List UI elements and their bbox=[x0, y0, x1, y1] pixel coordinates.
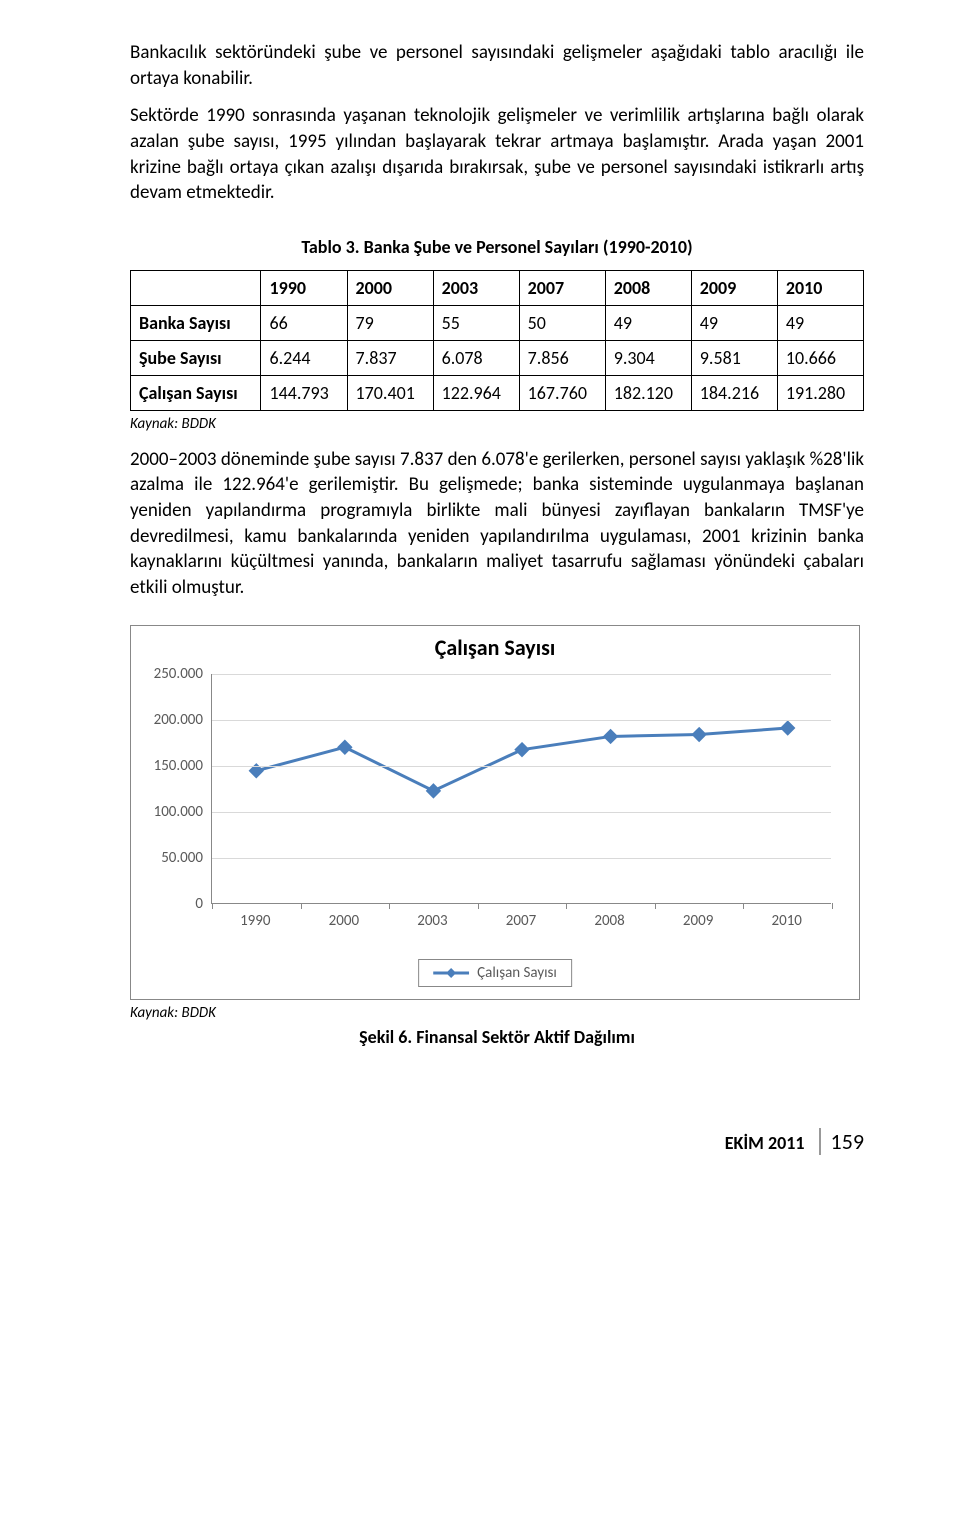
chart-container: Çalışan Sayısı Çalışan Sayısı 0 50.000 100… bbox=[130, 625, 860, 1000]
chart-x-label: 2003 bbox=[417, 912, 447, 930]
table-cell: 191.280 bbox=[777, 375, 863, 410]
table-cell: 50 bbox=[519, 305, 605, 340]
table-cell: 7.856 bbox=[519, 340, 605, 375]
chart-x-label: 1990 bbox=[240, 912, 270, 930]
footer-page-number: 159 bbox=[819, 1128, 864, 1155]
chart-x-label: 2000 bbox=[329, 912, 359, 930]
chart-data-marker bbox=[692, 727, 706, 741]
table-cell: 49 bbox=[777, 305, 863, 340]
chart-gridline bbox=[212, 766, 831, 767]
chart-data-marker bbox=[781, 721, 795, 735]
chart-y-label: 200.000 bbox=[139, 711, 203, 729]
table-cell: 144.793 bbox=[261, 375, 347, 410]
chart-x-tick bbox=[478, 903, 479, 909]
table-header-cell: 2007 bbox=[519, 270, 605, 305]
chart-plot-area bbox=[211, 674, 831, 904]
chart-source: Kaynak: BDDK bbox=[130, 1004, 864, 1022]
page-footer: EKİM 2011 159 bbox=[130, 1128, 864, 1155]
chart-series-line bbox=[256, 728, 787, 791]
chart-x-label: 2007 bbox=[506, 912, 536, 930]
legend-label: Çalışan Sayısı bbox=[477, 964, 557, 982]
chart-x-tick bbox=[743, 903, 744, 909]
table-cell: 6.244 bbox=[261, 340, 347, 375]
table-cell: 10.666 bbox=[777, 340, 863, 375]
table-cell: 9.304 bbox=[605, 340, 691, 375]
legend-marker-icon bbox=[433, 967, 469, 979]
chart-line-svg bbox=[212, 674, 832, 904]
table-header-cell: 1990 bbox=[261, 270, 347, 305]
table-header-cell: 2010 bbox=[777, 270, 863, 305]
table-source: Kaynak: BDDK bbox=[130, 415, 864, 433]
table-cell: 167.760 bbox=[519, 375, 605, 410]
table-cell: 55 bbox=[433, 305, 519, 340]
chart-x-tick bbox=[832, 903, 833, 909]
page-container: Bankacılık sektöründeki şube ve personel… bbox=[0, 0, 960, 1185]
chart-x-label: 2010 bbox=[771, 912, 801, 930]
chart-gridline bbox=[212, 674, 831, 675]
chart-x-label: 2009 bbox=[683, 912, 713, 930]
table-cell: 184.216 bbox=[691, 375, 777, 410]
chart-data-marker bbox=[515, 742, 529, 756]
table-cell: 66 bbox=[261, 305, 347, 340]
row-label: Çalışan Sayısı bbox=[131, 375, 261, 410]
paragraph-2: Sektörde 1990 sonrasında yaşanan teknolo… bbox=[130, 103, 864, 206]
table-header-cell bbox=[131, 270, 261, 305]
table-cell: 170.401 bbox=[347, 375, 433, 410]
table-cell: 49 bbox=[691, 305, 777, 340]
paragraph-1: Bankacılık sektöründeki şube ve personel… bbox=[130, 40, 864, 91]
table-caption: Tablo 3. Banka Şube ve Personel Sayıları… bbox=[130, 236, 864, 258]
table-header-cell: 2000 bbox=[347, 270, 433, 305]
chart-gridline bbox=[212, 720, 831, 721]
chart-title: Çalışan Sayısı bbox=[131, 634, 859, 661]
row-label: Şube Sayısı bbox=[131, 340, 261, 375]
chart-y-label: 250.000 bbox=[139, 665, 203, 683]
data-table: 1990 2000 2003 2007 2008 2009 2010 Banka… bbox=[130, 270, 864, 411]
table-cell: 79 bbox=[347, 305, 433, 340]
footer-issue: EKİM 2011 bbox=[725, 1132, 805, 1154]
chart-y-label: 100.000 bbox=[139, 803, 203, 821]
chart-x-label: 2008 bbox=[594, 912, 624, 930]
table-cell: 49 bbox=[605, 305, 691, 340]
chart-y-label: 50.000 bbox=[139, 849, 203, 867]
table-cell: 182.120 bbox=[605, 375, 691, 410]
chart-data-marker bbox=[426, 784, 440, 798]
table-cell: 122.964 bbox=[433, 375, 519, 410]
chart-x-tick bbox=[566, 903, 567, 909]
chart-gridline bbox=[212, 858, 831, 859]
chart-x-tick bbox=[655, 903, 656, 909]
table-row: Şube Sayısı 6.244 7.837 6.078 7.856 9.30… bbox=[131, 340, 864, 375]
row-label: Banka Sayısı bbox=[131, 305, 261, 340]
table-cell: 6.078 bbox=[433, 340, 519, 375]
chart-data-marker bbox=[604, 729, 618, 743]
table-cell: 9.581 bbox=[691, 340, 777, 375]
table-row: Çalışan Sayısı 144.793 170.401 122.964 1… bbox=[131, 375, 864, 410]
chart-y-label: 150.000 bbox=[139, 757, 203, 775]
table-header-cell: 2003 bbox=[433, 270, 519, 305]
paragraph-3: 2000–2003 döneminde şube sayısı 7.837 de… bbox=[130, 447, 864, 601]
table-header-row: 1990 2000 2003 2007 2008 2009 2010 bbox=[131, 270, 864, 305]
chart-legend: Çalışan Sayısı bbox=[418, 959, 572, 987]
chart-x-tick bbox=[212, 903, 213, 909]
chart-y-label: 0 bbox=[139, 895, 203, 913]
table-row: Banka Sayısı 66 79 55 50 49 49 49 bbox=[131, 305, 864, 340]
chart-x-tick bbox=[389, 903, 390, 909]
chart-gridline bbox=[212, 812, 831, 813]
table-header-cell: 2009 bbox=[691, 270, 777, 305]
table-header-cell: 2008 bbox=[605, 270, 691, 305]
chart-x-tick bbox=[301, 903, 302, 909]
chart-data-marker bbox=[338, 740, 352, 754]
table-cell: 7.837 bbox=[347, 340, 433, 375]
figure-caption: Şekil 6. Finansal Sektör Aktif Dağılımı bbox=[130, 1026, 864, 1048]
